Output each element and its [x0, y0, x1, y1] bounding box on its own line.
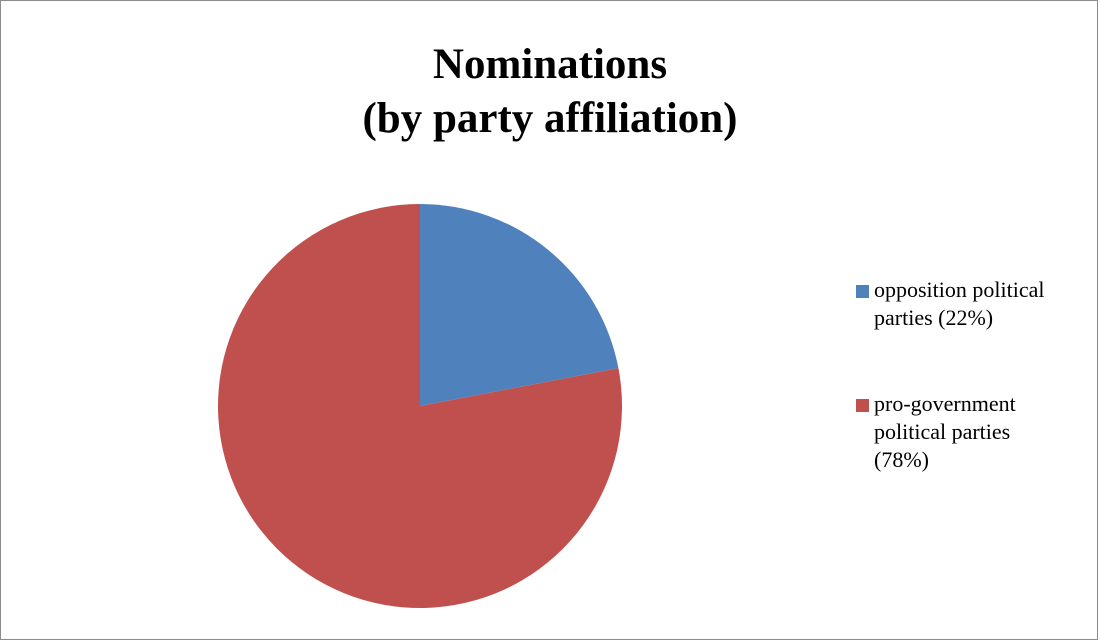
legend-label-opposition: opposition political parties (22%) — [874, 277, 1045, 330]
chart-title: Nominations (by party affiliation) — [0, 38, 1100, 146]
legend: opposition political parties (22%) pro-g… — [856, 276, 1096, 532]
legend-item-opposition: opposition political parties (22%) — [856, 276, 1096, 332]
pie-slice-opposition — [420, 204, 619, 406]
chart-title-line-1: Nominations — [432, 41, 668, 88]
legend-swatch-opposition — [856, 285, 869, 298]
pie-slice-pro-government — [217, 204, 622, 609]
legend-item-pro-government: pro-government political parties (78%) — [856, 390, 1096, 474]
legend-swatch-pro-government — [856, 399, 869, 412]
pie-slices — [217, 204, 622, 609]
legend-label-pro-government: pro-government political parties (78%) — [874, 391, 1016, 472]
pie-chart — [217, 204, 622, 609]
chart-title-line-2: (by party affiliation) — [362, 95, 738, 142]
